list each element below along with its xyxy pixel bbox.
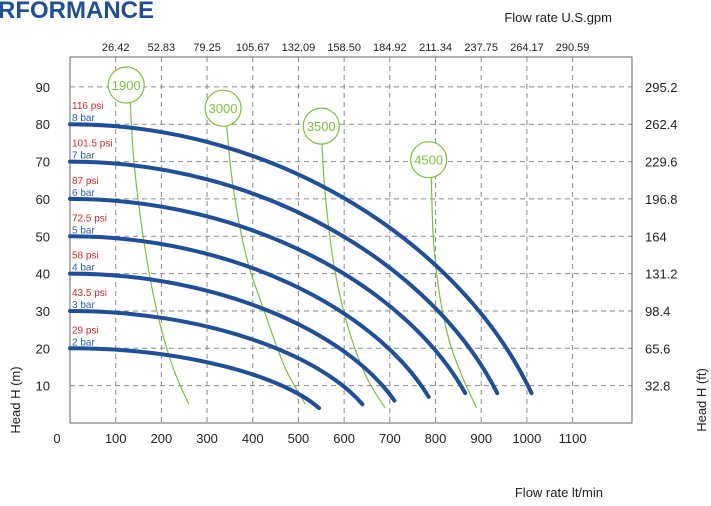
x-tick-label-1: 100 xyxy=(105,431,127,446)
y-tick-label-7: 80 xyxy=(36,117,50,132)
rpm-curve-3000 xyxy=(224,109,306,405)
top-tick-label-5: 158.50 xyxy=(327,42,361,54)
y-tick-label-1: 20 xyxy=(36,341,50,356)
rpm-bubble-1900 xyxy=(107,66,145,104)
x-tick-label-4: 400 xyxy=(242,431,264,446)
psi-label-4: 58 psi xyxy=(72,251,99,262)
y-right-tick-label-5: 196.8 xyxy=(645,192,678,207)
rpm-bubble-4500 xyxy=(410,141,448,179)
bar-label-2: 6 bar xyxy=(72,188,95,199)
bar-label-6: 2 bar xyxy=(72,337,95,348)
bar-label-3: 5 bar xyxy=(72,225,95,236)
x-tick-label-9: 900 xyxy=(470,431,492,446)
y-tick-label-4: 50 xyxy=(36,229,50,244)
pressure-curve-30m xyxy=(68,308,365,407)
psi-label-3: 72.5 psi xyxy=(72,213,107,224)
x-tick-label-0: 0 xyxy=(53,431,60,446)
psi-label-2: 87 psi xyxy=(72,176,99,187)
top-tick-label-0: 26.42 xyxy=(102,42,130,54)
bar-label-4: 4 bar xyxy=(72,263,95,274)
tick-labels: 0 100 200 300 400 500 600 700 800 900 1000 1100 26.4… xyxy=(36,42,678,446)
pressure-curve-20m xyxy=(68,346,322,411)
x-tick-label-2: 200 xyxy=(151,431,173,446)
rpm-curve-1900 xyxy=(128,86,190,405)
x-tick-label-5: 500 xyxy=(288,431,310,446)
rpm-label-3500: 3500 xyxy=(307,119,336,134)
bottom-x-axis-label: Flow rate lt/min xyxy=(515,485,603,500)
y-tick-label-6: 70 xyxy=(36,155,50,170)
top-tick-label-3: 105.67 xyxy=(236,42,270,54)
x-tick-label-8: 800 xyxy=(425,431,447,446)
plot-border xyxy=(69,56,633,424)
y-tick-label-3: 40 xyxy=(36,267,50,282)
x-tick-label-11: 1100 xyxy=(559,431,587,446)
y-tick-label-2: 30 xyxy=(36,304,50,319)
right-y-axis-label: Head H (ft) xyxy=(694,368,709,432)
top-tick-label-6: 184.92 xyxy=(373,42,407,54)
pressure-curve-40m xyxy=(68,271,397,403)
y-right-tick-label-4: 164 xyxy=(645,229,667,244)
y-right-tick-label-7: 262.4 xyxy=(645,117,678,132)
y-tick-label-8: 90 xyxy=(36,80,50,95)
top-tick-label-9: 264.17 xyxy=(510,42,544,54)
rpm-label-3000: 3000 xyxy=(209,101,238,116)
top-x-axis-label: Flow rate U.S.gpm xyxy=(504,10,612,25)
bar-label-1: 7 bar xyxy=(72,151,95,162)
rpm-label-4500: 4500 xyxy=(414,153,443,168)
x-tick-label-6: 600 xyxy=(333,431,355,446)
y-tick-label-0: 10 xyxy=(36,379,50,394)
pressure-curve-50m xyxy=(68,234,431,399)
top-tick-label-4: 132.09 xyxy=(282,42,316,54)
left-y-axis-label: Head H (m) xyxy=(8,366,23,433)
title-fragment: RFORMANCE xyxy=(0,0,154,24)
pressure-curve-70m xyxy=(68,159,500,396)
y-tick-label-5: 60 xyxy=(36,192,50,207)
pressure-curve-80m xyxy=(68,122,534,396)
bar-label-5: 3 bar xyxy=(72,300,95,311)
rpm-bubble-3000 xyxy=(204,89,242,127)
bar-label-0: 8 bar xyxy=(72,113,95,124)
y-right-tick-label-2: 98.4 xyxy=(645,304,670,319)
psi-label-5: 43.5 psi xyxy=(72,288,107,299)
psi-label-0: 116 psi xyxy=(72,101,104,112)
pressure-curve-60m xyxy=(68,196,468,396)
rpm-bubble-3500 xyxy=(302,107,340,145)
top-tick-label-1: 52.83 xyxy=(148,42,176,54)
rpm-label-1900: 1900 xyxy=(112,78,141,93)
x-tick-label-7: 700 xyxy=(379,431,401,446)
top-tick-label-2: 79.25 xyxy=(193,42,221,54)
plot-frame xyxy=(69,56,633,424)
y-right-tick-label-8: 295.2 xyxy=(645,80,678,95)
y-right-tick-label-1: 65.6 xyxy=(645,341,670,356)
pressure-curves xyxy=(68,122,534,411)
y-right-tick-label-6: 229.6 xyxy=(645,155,678,170)
psi-label-1: 101.5 psi xyxy=(72,139,113,150)
y-right-tick-label-0: 32.8 xyxy=(645,379,670,394)
grid-lines xyxy=(70,57,632,423)
y-right-tick-label-3: 131.2 xyxy=(645,267,678,282)
top-tick-label-8: 237.75 xyxy=(464,42,498,54)
x-tick-label-10: 1000 xyxy=(512,431,541,446)
psi-label-6: 29 psi xyxy=(72,325,99,336)
x-tick-label-3: 300 xyxy=(196,431,218,446)
top-tick-label-10: 290.59 xyxy=(556,42,590,54)
rpm-bubbles: 1900 3000 3500 4500 xyxy=(107,66,448,179)
top-tick-label-7: 211.34 xyxy=(419,42,452,54)
